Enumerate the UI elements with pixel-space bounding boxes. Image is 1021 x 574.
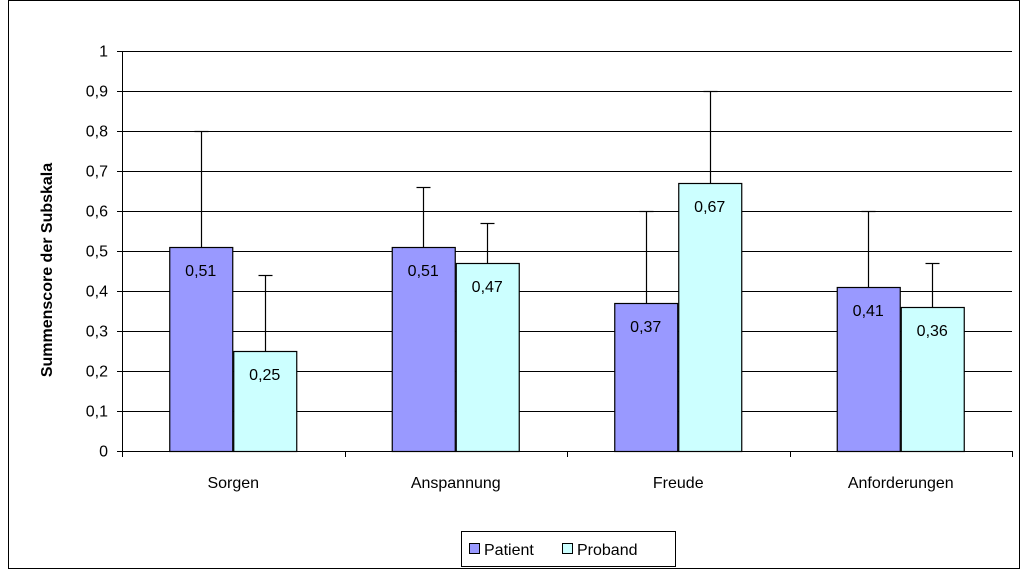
- y-tick-label: 0,6: [86, 204, 108, 221]
- y-tick-label: 0,9: [86, 84, 108, 101]
- x-category-label: Anforderungen: [848, 475, 954, 492]
- value-label-proband: 0,36: [917, 323, 948, 340]
- legend-label-proband: Proband: [577, 542, 638, 559]
- bar-proband: [233, 350, 298, 453]
- y-tick-label: 0,2: [86, 364, 108, 381]
- bar-patient: [614, 302, 679, 453]
- value-label-proband: 0,25: [249, 367, 280, 384]
- y-tick-label: 0,7: [86, 164, 108, 181]
- bar-patient: [169, 246, 234, 453]
- x-category-label: Freude: [653, 475, 704, 492]
- value-label-patient: 0,51: [408, 263, 439, 280]
- bar-proband: [455, 262, 520, 453]
- legend-swatch-proband: [562, 543, 573, 554]
- value-label-patient: 0,37: [630, 319, 661, 336]
- x-category-label: Sorgen: [207, 475, 259, 492]
- value-label-proband: 0,67: [694, 199, 725, 216]
- value-label-patient: 0,41: [853, 303, 884, 320]
- bar-proband: [678, 182, 743, 453]
- legend-swatch-patient: [469, 543, 480, 554]
- y-axis-title: Summenscore der Subskala: [39, 163, 56, 377]
- bar-patient: [836, 286, 901, 453]
- axes: [117, 51, 1013, 457]
- x-category-label: Anspannung: [411, 475, 501, 492]
- legend: Patient Proband: [461, 531, 676, 567]
- error-bars: [194, 90, 940, 351]
- y-tick-label: 0,3: [86, 324, 108, 341]
- legend-label-patient: Patient: [484, 542, 534, 559]
- bar-proband: [900, 306, 965, 453]
- value-label-proband: 0,47: [472, 279, 503, 296]
- labels: 0 0,1 0,2 0,3 0,4 0,5 0,6 0,7 0,8 0,9 1 0,51 0,51 0,3…: [86, 44, 954, 493]
- y-tick-label: 1: [99, 44, 108, 61]
- y-tick-label: 0: [99, 444, 108, 461]
- y-tick-label: 0,1: [86, 404, 108, 421]
- y-tick-label: 0,4: [86, 284, 108, 301]
- y-tick-label: 0,5: [86, 244, 108, 261]
- value-label-patient: 0,51: [185, 263, 216, 280]
- y-tick-label: 0,8: [86, 124, 108, 141]
